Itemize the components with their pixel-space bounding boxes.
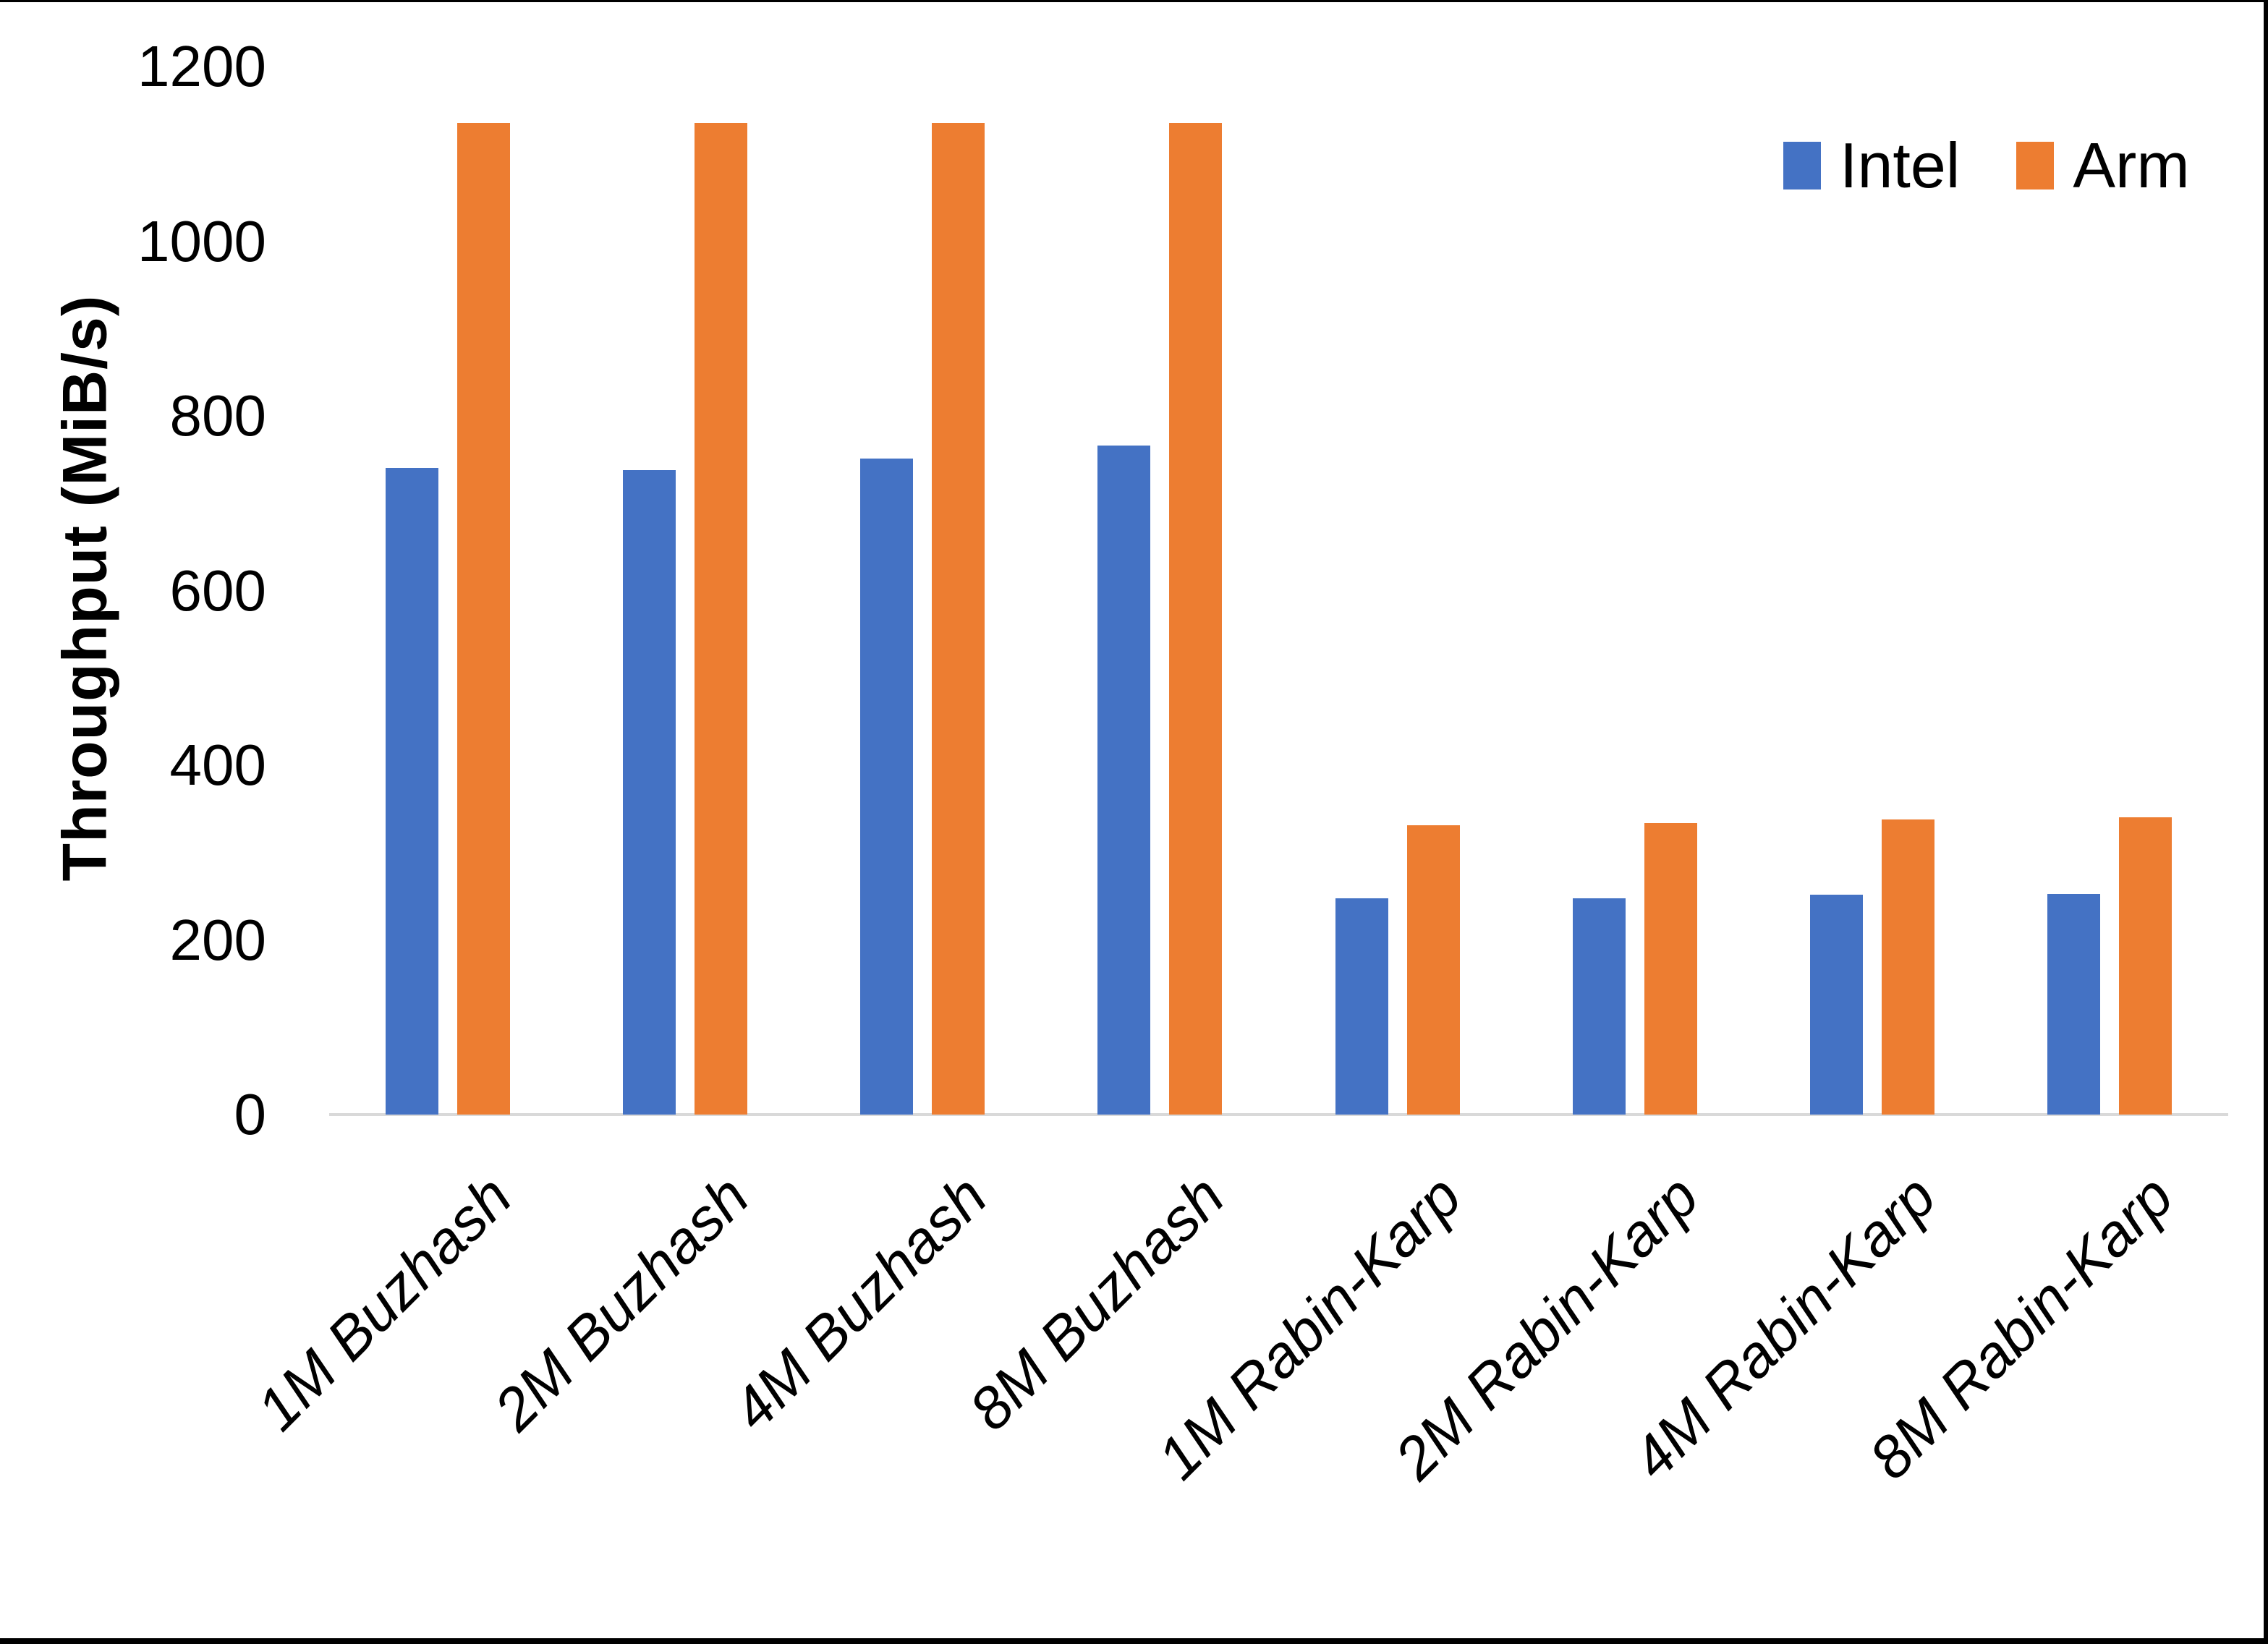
bar-intel-4m-buzhash bbox=[860, 459, 914, 1115]
bar-arm-2m-rabin-karp bbox=[1644, 822, 1697, 1115]
bar-arm-4m-rabin-karp bbox=[1881, 819, 1934, 1115]
y-tick-label-1200: 1200 bbox=[137, 34, 266, 98]
bar-arm-4m-buzhash bbox=[932, 123, 985, 1115]
bar-arm-2m-buzhash bbox=[695, 123, 748, 1115]
category-label-1m-buzhash: 1M Buzhash bbox=[245, 1163, 524, 1444]
bar-arm-1m-rabin-karp bbox=[1406, 825, 1460, 1115]
bar-intel-2m-rabin-karp bbox=[1572, 898, 1626, 1115]
bar-intel-2m-buzhash bbox=[623, 469, 676, 1115]
bar-arm-1m-buzhash bbox=[457, 123, 510, 1115]
legend-item-intel: Intel bbox=[1783, 134, 1960, 197]
legend-label-intel: Intel bbox=[1840, 129, 1961, 201]
bar-intel-8m-buzhash bbox=[1097, 446, 1151, 1115]
page-border-top bbox=[0, 0, 2268, 2]
legend-swatch-arm bbox=[2016, 142, 2055, 189]
x-axis-line bbox=[329, 1113, 2228, 1116]
category-label-4m-buzhash: 4M Buzhash bbox=[719, 1163, 1000, 1444]
bar-arm-8m-rabin-karp bbox=[2118, 817, 2172, 1115]
legend: Intel Arm bbox=[1783, 134, 2190, 197]
bar-intel-1m-buzhash bbox=[386, 468, 438, 1115]
legend-swatch-intel bbox=[1783, 142, 1821, 189]
y-tick-label-800: 800 bbox=[169, 383, 266, 448]
y-tick-label-0: 0 bbox=[234, 1082, 267, 1146]
y-tick-label-600: 600 bbox=[169, 558, 266, 623]
legend-item-arm: Arm bbox=[2016, 129, 2190, 201]
category-label-2m-buzhash: 2M Buzhash bbox=[482, 1163, 762, 1444]
page-border-bottom bbox=[0, 1638, 2268, 1644]
bar-intel-8m-rabin-karp bbox=[2047, 893, 2100, 1115]
page-border-right bbox=[2264, 0, 2268, 1644]
bar-intel-4m-rabin-karp bbox=[1809, 894, 1863, 1115]
bar-arm-8m-buzhash bbox=[1169, 123, 1223, 1115]
bar-intel-1m-rabin-karp bbox=[1335, 898, 1388, 1115]
y-tick-label-1000: 1000 bbox=[137, 208, 266, 273]
y-tick-label-400: 400 bbox=[169, 733, 266, 797]
legend-label-arm: Arm bbox=[2073, 129, 2190, 201]
y-tick-label-200: 200 bbox=[169, 907, 266, 972]
